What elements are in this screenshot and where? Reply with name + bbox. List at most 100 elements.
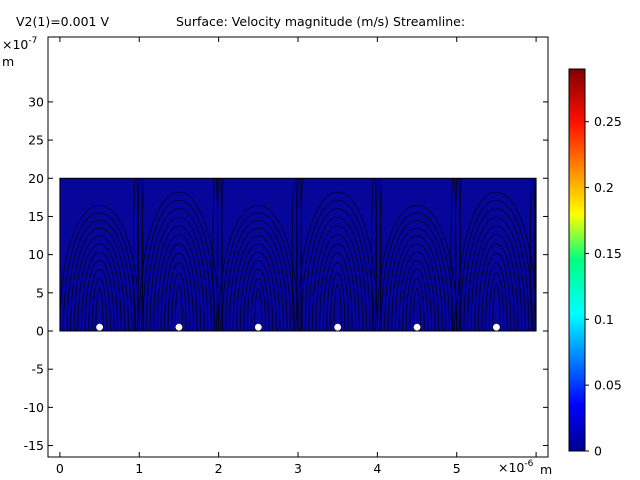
streamline bbox=[402, 260, 432, 331]
streamline bbox=[171, 273, 187, 331]
streamline bbox=[167, 262, 191, 331]
colorbar bbox=[568, 68, 586, 452]
streamline bbox=[63, 212, 137, 331]
streamline bbox=[92, 278, 108, 331]
x-tick-label: 3 bbox=[294, 461, 302, 476]
x-tick-label: 1 bbox=[135, 461, 143, 476]
streamline bbox=[456, 191, 537, 331]
streamline bbox=[474, 234, 519, 331]
x-tick-label: 0 bbox=[56, 461, 64, 476]
streamline bbox=[295, 178, 298, 331]
streamline bbox=[319, 243, 357, 331]
streamline bbox=[84, 260, 115, 331]
streamline bbox=[291, 178, 294, 331]
streamline bbox=[216, 178, 219, 331]
streamline bbox=[138, 191, 219, 331]
streamline bbox=[221, 212, 295, 331]
electrode-marker bbox=[254, 323, 262, 331]
streamline bbox=[73, 235, 126, 331]
streamline bbox=[454, 178, 458, 331]
streamline bbox=[533, 178, 536, 331]
streamline bbox=[70, 227, 129, 331]
streamline bbox=[243, 260, 274, 331]
x-unit-label: m bbox=[540, 462, 552, 477]
streamline bbox=[149, 216, 209, 331]
streamline bbox=[492, 283, 501, 331]
streamline bbox=[463, 208, 530, 331]
streamline bbox=[59, 205, 140, 331]
streamline bbox=[458, 178, 461, 331]
streamline bbox=[304, 208, 371, 331]
streamlines bbox=[59, 178, 537, 331]
colorbar-tick-label: 0 bbox=[594, 444, 602, 459]
x-tick-label: 2 bbox=[215, 461, 223, 476]
streamline bbox=[450, 178, 453, 331]
domain-border bbox=[59, 177, 537, 332]
streamline bbox=[308, 216, 367, 331]
y-tick-label: 15 bbox=[28, 209, 44, 224]
streamline bbox=[77, 243, 122, 331]
streamline bbox=[488, 273, 504, 331]
y-axis: -15 -10 -5 0 5 10 15 20 25 30 bbox=[24, 94, 548, 453]
y-tick-label: -5 bbox=[32, 362, 44, 377]
streamline bbox=[146, 208, 212, 331]
streamline bbox=[297, 191, 378, 331]
streamline bbox=[312, 225, 364, 331]
velocity-surface-fill bbox=[59, 178, 537, 331]
velocity-surface bbox=[59, 177, 537, 332]
streamline bbox=[164, 252, 194, 331]
electrode-marker bbox=[413, 323, 421, 331]
y-tick-label: 5 bbox=[36, 285, 44, 300]
streamline bbox=[380, 212, 454, 331]
streamline bbox=[398, 251, 436, 331]
streamline bbox=[218, 205, 299, 331]
streamline bbox=[250, 278, 266, 331]
electrode-marker bbox=[96, 323, 104, 331]
streamline bbox=[326, 262, 349, 331]
colorbar-tick-label: 0.15 bbox=[594, 246, 622, 261]
streamline bbox=[156, 234, 201, 331]
streamline bbox=[232, 235, 284, 331]
streamline bbox=[387, 227, 447, 331]
x-tick-label: 4 bbox=[373, 461, 381, 476]
streamline bbox=[470, 225, 523, 331]
x-axis: 0 1 2 3 4 5 bbox=[56, 37, 537, 476]
streamline bbox=[395, 243, 440, 331]
streamline bbox=[379, 178, 382, 331]
streamline bbox=[220, 178, 223, 331]
streamline bbox=[153, 225, 205, 331]
streamline bbox=[136, 178, 139, 331]
colorbar-tick-label: 0.2 bbox=[594, 180, 614, 195]
colorbar-tick-label: 0.25 bbox=[594, 114, 622, 129]
electrode-marker bbox=[492, 323, 500, 331]
y-tick-label: 25 bbox=[28, 133, 44, 148]
streamline bbox=[459, 200, 533, 331]
streamline bbox=[137, 178, 140, 331]
streamline bbox=[485, 262, 508, 331]
streamline bbox=[405, 268, 429, 331]
streamline bbox=[391, 235, 443, 331]
streamline bbox=[296, 178, 299, 331]
streamline bbox=[133, 178, 136, 331]
streamline bbox=[333, 283, 342, 331]
y-tick-label: -15 bbox=[24, 438, 44, 453]
streamline bbox=[160, 243, 198, 331]
colorbar-tick-label: 0.1 bbox=[594, 312, 614, 327]
streamline bbox=[534, 178, 537, 331]
streamline bbox=[236, 243, 281, 331]
streamline bbox=[141, 178, 144, 331]
streamline bbox=[315, 234, 360, 331]
x-tick-label: 5 bbox=[453, 461, 461, 476]
streamline bbox=[301, 200, 375, 331]
streamline bbox=[454, 178, 457, 331]
streamline bbox=[481, 252, 512, 331]
streamline bbox=[239, 251, 277, 331]
streamline bbox=[478, 243, 515, 331]
electrode-marker bbox=[334, 323, 342, 331]
streamline bbox=[225, 220, 292, 331]
streamline bbox=[299, 178, 303, 331]
streamline bbox=[174, 283, 183, 331]
y-tick-label: 30 bbox=[28, 94, 44, 109]
colorbar-tick-label: 0.05 bbox=[594, 378, 622, 393]
